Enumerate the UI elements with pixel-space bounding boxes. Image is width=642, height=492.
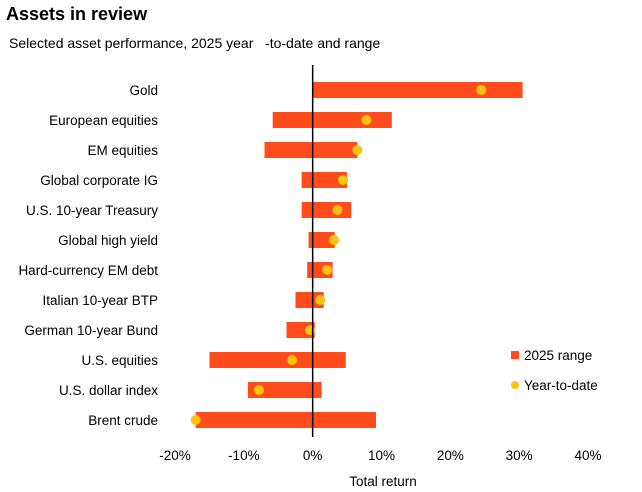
category-label-brent-crude: Brent crude: [88, 413, 158, 428]
range-bar-gold: [312, 82, 523, 98]
x-axis-title: Total return: [349, 474, 417, 489]
legend: 2025 range Year-to-date: [511, 348, 598, 393]
range-bar-u-s-10-year-treasury: [301, 202, 352, 218]
ytd-point-u-s-dollar-index: [253, 385, 264, 395]
ytd-point-brent-crude: [190, 415, 201, 425]
x-tick-labels: -20% -10% 0% 10% 20% 30% 40%: [159, 448, 601, 463]
category-label-gold: Gold: [129, 83, 158, 98]
ytd-point-european-equities: [361, 115, 372, 125]
category-label-global-high-yield: Global high yield: [58, 233, 158, 248]
x-tick-label: 10%: [368, 448, 395, 463]
ytd-point-global-high-yield: [329, 235, 340, 245]
x-tick-label: 30%: [506, 448, 533, 463]
category-label-global-corporate-ig: Global corporate IG: [40, 173, 158, 188]
chart-subtitle: Selected asset performance, 2025 year -t…: [9, 35, 380, 51]
ytd-point-hard-currency-em-debt: [322, 265, 333, 275]
x-tick-label: 40%: [574, 448, 601, 463]
ytd-point-gold: [476, 85, 487, 95]
subtitle-part-1: Selected asset performance, 2025 year: [9, 35, 254, 51]
legend-ytd-swatch: [511, 381, 519, 389]
ytd-point-italian-10-year-btp: [315, 295, 326, 305]
chart-title: Assets in review: [6, 4, 148, 24]
x-tick-label: -10%: [228, 448, 260, 463]
range-bar-brent-crude: [195, 412, 376, 428]
range-bar-u-s-equities: [209, 352, 346, 368]
category-label-hard-currency-em-debt: Hard-currency EM debt: [18, 263, 158, 278]
legend-ytd-label: Year-to-date: [524, 378, 598, 393]
x-tick-label: 20%: [437, 448, 464, 463]
category-label-u-s-10-year-treasury: U.S. 10-year Treasury: [26, 203, 158, 218]
category-label-u-s-equities: U.S. equities: [81, 353, 158, 368]
ytd-point-u-s-10-year-treasury: [332, 205, 343, 215]
x-tick-label: -20%: [159, 448, 191, 463]
range-bar-em-equities: [264, 142, 358, 158]
category-label-em-equities: EM equities: [87, 143, 158, 158]
category-label-european-equities: European equities: [49, 113, 158, 128]
category-label-italian-10-year-btp: Italian 10-year BTP: [42, 293, 158, 308]
range-bar-italian-10-year-btp: [295, 292, 324, 308]
category-labels: Gold European equities EM equities Global c…: [18, 83, 158, 428]
range-bars: [195, 82, 523, 428]
x-tick-label: 0%: [303, 448, 323, 463]
legend-range-swatch: [511, 351, 519, 359]
category-label-u-s-dollar-index: U.S. dollar index: [59, 383, 158, 398]
range-bar-u-s-dollar-index: [247, 382, 322, 398]
ytd-point-em-equities: [352, 145, 363, 155]
range-bar-european-equities: [272, 112, 392, 128]
subtitle-part-3: and range: [317, 35, 381, 51]
range-bar-global-high-yield: [308, 232, 335, 248]
ytd-point-global-corporate-ig: [337, 175, 348, 185]
legend-range-label: 2025 range: [524, 348, 592, 363]
ytd-point-u-s-equities: [287, 355, 298, 365]
ytd-points: [190, 85, 487, 425]
subtitle-part-2: -to-date: [265, 35, 314, 51]
category-label-german-10-year-bund: German 10-year Bund: [24, 323, 158, 338]
